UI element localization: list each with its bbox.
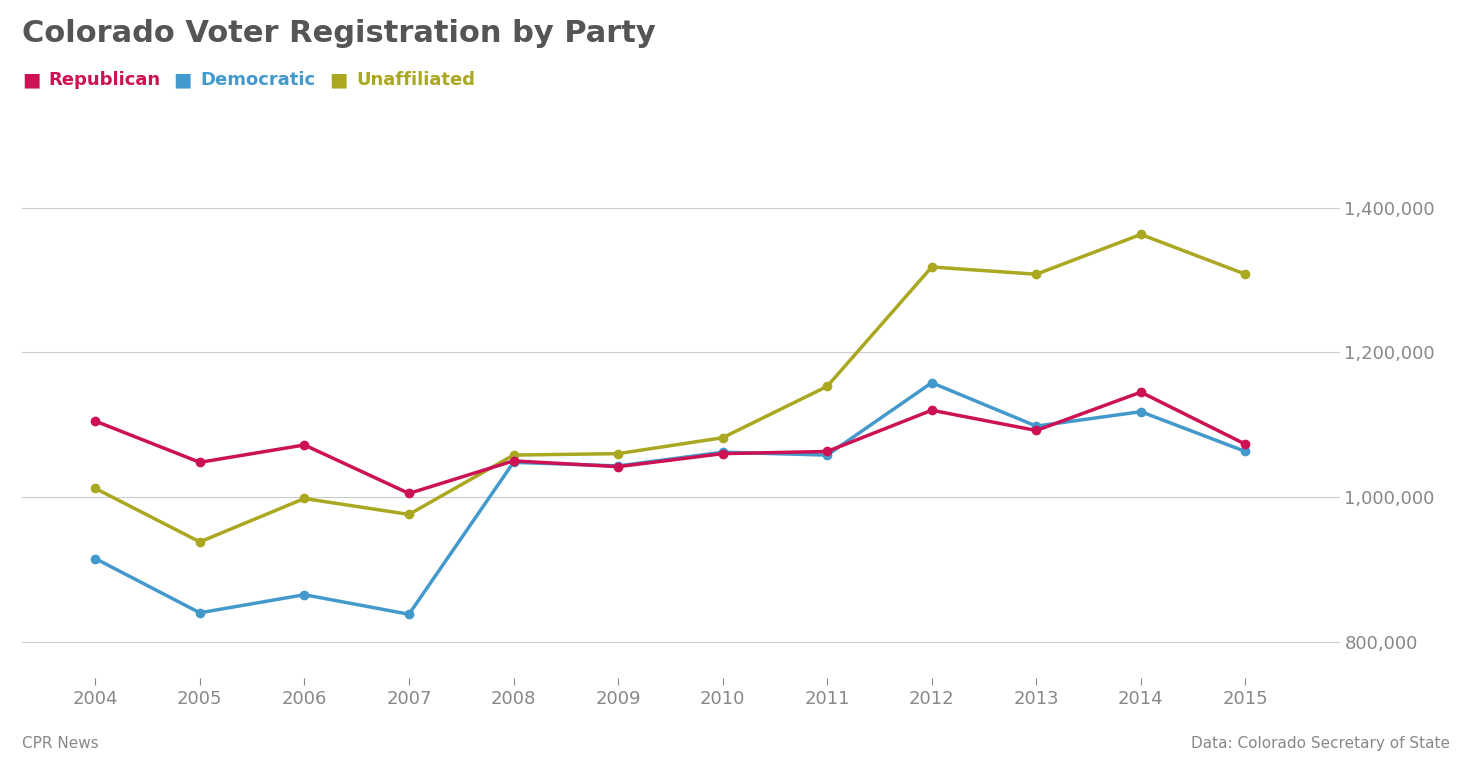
Text: ■: ■ [174,71,191,90]
Text: Colorado Voter Registration by Party: Colorado Voter Registration by Party [22,19,657,48]
Text: Data: Colorado Secretary of State: Data: Colorado Secretary of State [1191,735,1450,751]
Text: ■: ■ [330,71,347,90]
Text: Republican: Republican [49,71,160,90]
Text: CPR News: CPR News [22,735,99,751]
Text: ■: ■ [22,71,40,90]
Text: Unaffiliated: Unaffiliated [356,71,475,90]
Text: Democratic: Democratic [200,71,315,90]
